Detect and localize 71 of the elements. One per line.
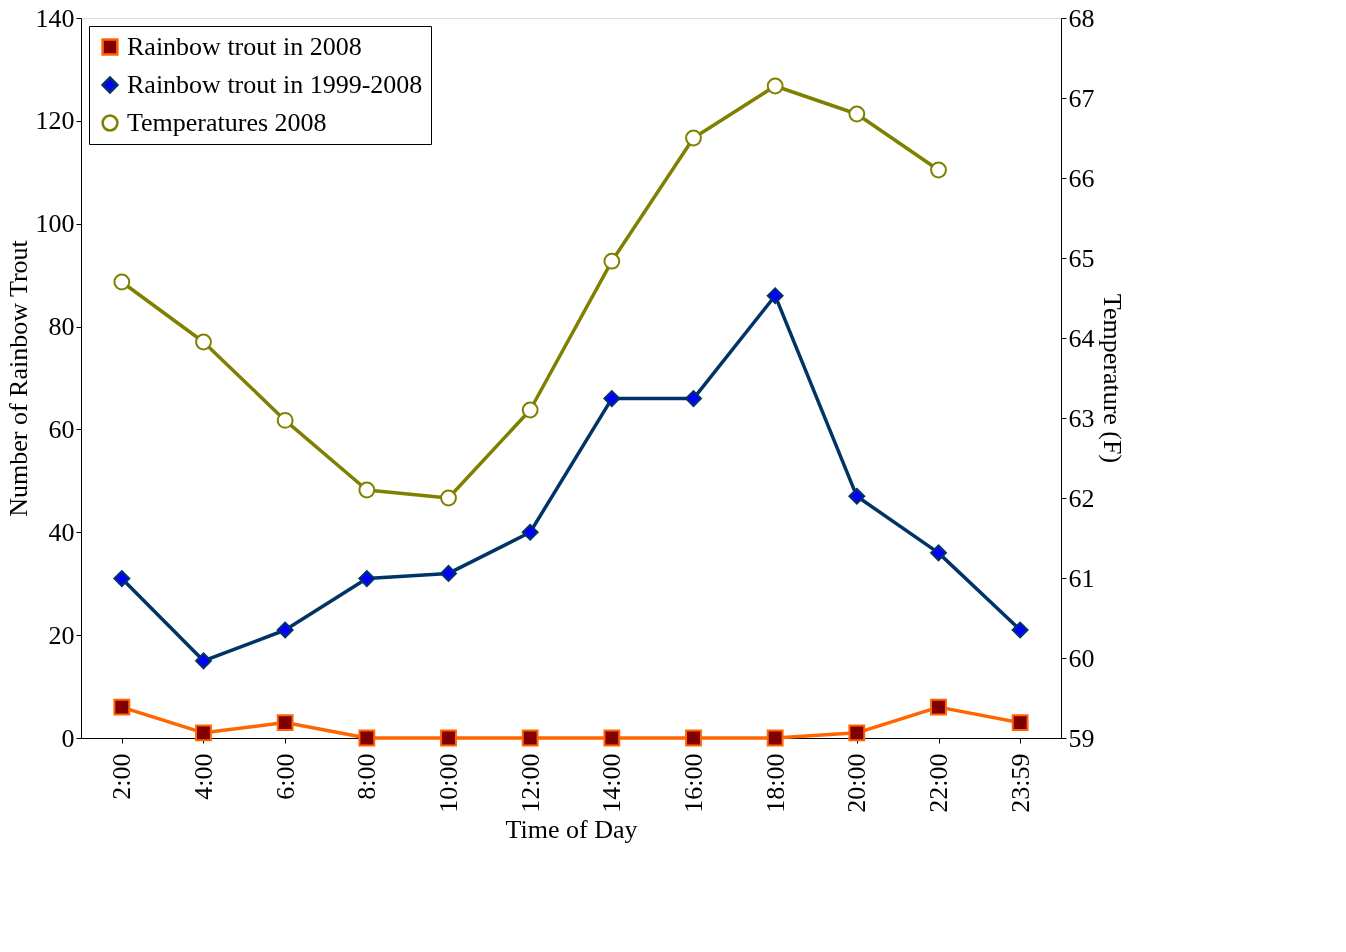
y-tick-label: 0 <box>61 723 75 753</box>
x-tick-label: 18:00 <box>760 753 790 813</box>
y-tick-label: 140 <box>35 3 75 33</box>
point <box>440 489 457 507</box>
y-tick-label: 40 <box>48 517 75 547</box>
x-tick-label: 14:00 <box>597 753 627 813</box>
point <box>930 544 947 562</box>
y2-tick-label: 68 <box>1068 3 1095 33</box>
y2-axis-title: Temperature (F) <box>1097 293 1127 464</box>
x-tick-label: 6:00 <box>270 753 300 800</box>
point <box>113 698 131 716</box>
x-tick-label: 16:00 <box>679 753 708 813</box>
y-tick-label: 60 <box>48 414 75 444</box>
point <box>930 161 947 179</box>
y-tick-label: 100 <box>35 209 75 239</box>
point <box>195 333 212 351</box>
legend-label: Rainbow trout in 2008 <box>127 32 362 61</box>
point <box>603 390 621 407</box>
y2-tick-label: 62 <box>1068 483 1095 513</box>
y2-tick-label: 64 <box>1068 323 1095 353</box>
point <box>195 652 212 670</box>
y-axis-title: Number of Rainbow Trout <box>3 239 33 517</box>
point <box>603 729 621 747</box>
point <box>930 698 947 716</box>
y2-tick-label: 59 <box>1068 723 1095 753</box>
point <box>358 729 376 747</box>
point <box>195 724 212 742</box>
point <box>276 412 294 429</box>
y2-tick-label: 67 <box>1068 83 1095 113</box>
y2-tick-label: 63 <box>1068 403 1095 433</box>
x-tick-label: 2:00 <box>107 753 137 800</box>
y-tick-label: 20 <box>48 620 75 650</box>
point <box>848 487 866 505</box>
point <box>358 570 376 587</box>
x-tick-label: 23:59 <box>1005 753 1035 813</box>
y2-tick-label: 61 <box>1068 563 1095 593</box>
x-tick-label: 4:00 <box>189 753 218 800</box>
point <box>521 729 539 747</box>
y-tick-label: 80 <box>48 312 75 342</box>
point <box>276 714 294 731</box>
point <box>766 729 784 747</box>
y-tick-label: 120 <box>35 106 75 136</box>
point <box>685 729 702 747</box>
legend-label: Temperatures 2008 <box>127 108 327 137</box>
point <box>440 729 457 747</box>
x-tick-label: 20:00 <box>842 753 872 813</box>
x-tick-label: 12:00 <box>515 753 545 813</box>
point <box>440 565 457 582</box>
point <box>1011 621 1029 639</box>
x-tick-label: 10:00 <box>434 753 463 813</box>
point <box>603 252 621 270</box>
point <box>113 570 131 587</box>
y2-tick-label: 66 <box>1068 163 1095 193</box>
x-axis-title: Time of Day <box>505 814 638 844</box>
point <box>113 273 131 291</box>
x-tick-label: 22:00 <box>924 753 953 813</box>
point <box>521 523 539 541</box>
point <box>521 401 539 419</box>
y2-tick-label: 60 <box>1068 643 1095 673</box>
point <box>358 481 376 499</box>
x-tick-label: 8:00 <box>352 753 382 800</box>
point <box>1011 714 1029 731</box>
point <box>276 621 294 639</box>
y2-tick-label: 65 <box>1068 243 1095 273</box>
point <box>766 77 784 95</box>
point <box>766 287 784 305</box>
point <box>848 724 866 742</box>
legend-label: Rainbow trout in 1999-2008 <box>127 70 423 99</box>
point <box>685 390 702 407</box>
point <box>848 105 866 123</box>
point <box>685 129 702 147</box>
